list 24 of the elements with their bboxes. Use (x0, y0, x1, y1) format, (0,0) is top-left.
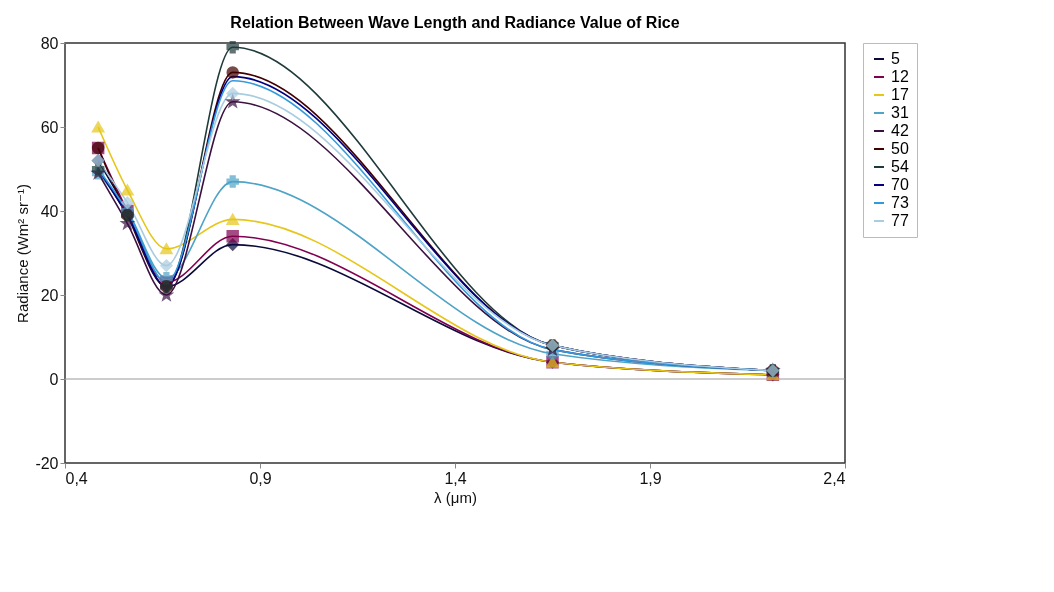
y-tick-label: -20 (35, 454, 59, 472)
legend-label: 50 (891, 140, 909, 157)
legend-label: 73 (891, 194, 909, 211)
legend-label: 54 (891, 158, 909, 175)
legend-label: 77 (891, 212, 909, 229)
y-tick-label: 80 (40, 34, 59, 52)
y-tick-label: 60 (40, 118, 59, 136)
chart-title: Relation Between Wave Length and Radiance Value of Rice (230, 14, 680, 31)
x-tick-label: 0,9 (249, 469, 272, 487)
legend-label: 42 (891, 122, 909, 139)
y-axis-title: Radiance (Wm² sr⁻¹) (14, 184, 32, 323)
x-tick-label: 1,9 (639, 469, 662, 487)
x-tick-label: 1,4 (444, 469, 467, 487)
x-tick-label: 2,4 (823, 469, 846, 487)
x-tick-label: 0,4 (65, 469, 88, 487)
legend-label: 70 (891, 176, 909, 193)
legend-label: 5 (891, 50, 900, 67)
legend-label: 17 (891, 86, 909, 103)
y-tick-label: 40 (40, 202, 59, 220)
x-axis-title: λ (μm) (434, 488, 477, 506)
y-tick-label: 20 (40, 286, 59, 304)
legend-label: 31 (891, 104, 909, 121)
y-tick-label: 0 (49, 370, 59, 388)
legend-label: 12 (891, 68, 909, 85)
